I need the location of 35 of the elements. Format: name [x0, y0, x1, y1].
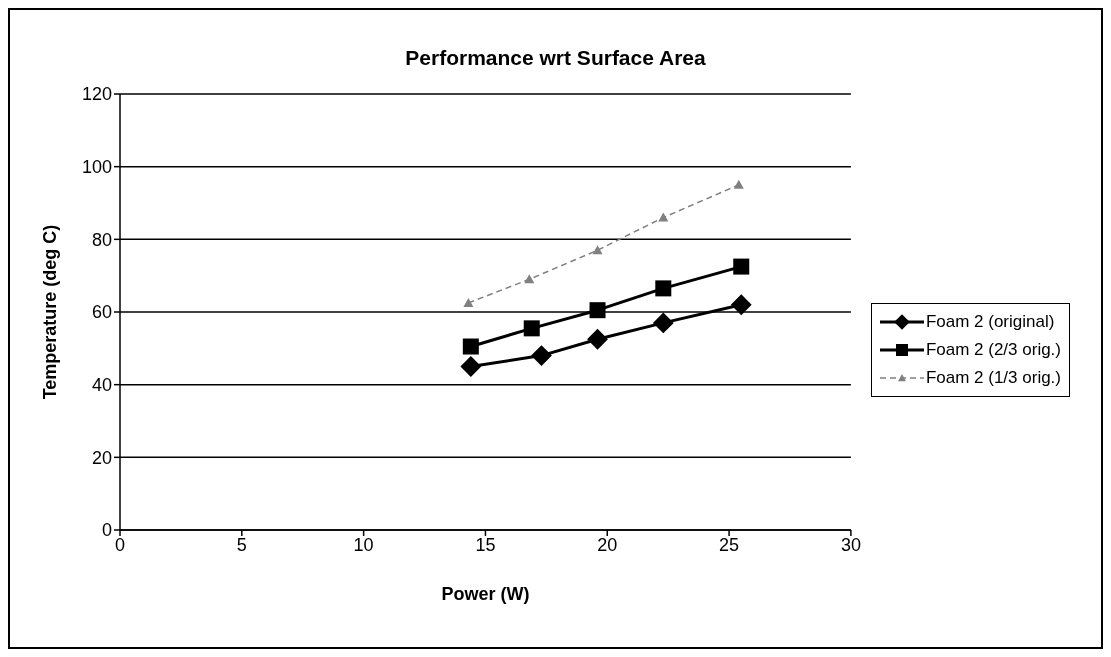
x-tick-label: 5 — [236, 534, 247, 555]
point — [652, 312, 674, 334]
point — [658, 212, 669, 222]
legend-label: Foam 2 (2/3 orig.) — [925, 340, 1061, 360]
chart-title: Performance wrt Surface Area — [404, 46, 707, 70]
x-tick-label: 25 — [719, 534, 740, 555]
point — [587, 328, 608, 350]
point — [655, 280, 672, 297]
point — [463, 297, 474, 307]
point — [733, 179, 744, 189]
x-tick-label: 15 — [475, 534, 496, 555]
x-tick-label: 10 — [353, 534, 374, 555]
legend-label: Foam 2 (original) — [925, 312, 1055, 332]
x-axis-title: Power (W) — [441, 584, 530, 604]
y-tick-label: 100 — [81, 157, 112, 178]
point — [733, 258, 750, 275]
legend-label: Foam 2 (1/3 orig.) — [925, 368, 1061, 388]
y-axis-title: Temperature (deg C) — [40, 224, 61, 400]
y-tick-label: 20 — [91, 447, 112, 468]
y-tick-label: 80 — [91, 229, 112, 250]
x-tick-label: 30 — [840, 534, 861, 555]
point — [460, 356, 482, 377]
point — [524, 274, 535, 284]
y-tick-label: 60 — [91, 302, 112, 323]
x-tick-label: 20 — [597, 534, 618, 555]
point — [531, 345, 552, 366]
point — [592, 245, 603, 255]
point — [462, 338, 479, 355]
y-tick-label: 120 — [81, 84, 112, 105]
point — [730, 294, 752, 316]
point — [523, 320, 540, 337]
y-tick-label: 40 — [91, 375, 112, 396]
point — [589, 302, 606, 319]
y-tick-label: 0 — [101, 520, 112, 541]
x-tick-label: 0 — [114, 534, 126, 555]
